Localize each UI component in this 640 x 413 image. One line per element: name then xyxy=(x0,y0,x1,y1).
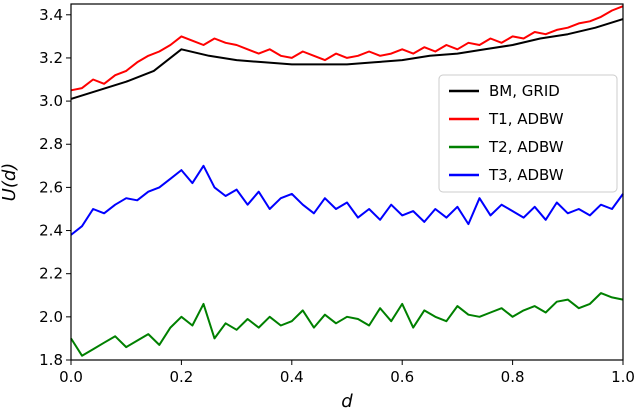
y-axis-label: U(d) xyxy=(0,163,20,202)
y-tick-label: 2.2 xyxy=(39,265,63,283)
legend-box xyxy=(438,74,618,193)
series-layer xyxy=(70,5,624,357)
legend-label: T2, ADBW xyxy=(488,138,564,156)
series-line-1 xyxy=(70,18,624,100)
x-axis-label: d xyxy=(341,391,353,412)
x-tick-label: 0.6 xyxy=(390,368,414,386)
y-tick-label: 1.8 xyxy=(39,351,63,369)
plot-frame xyxy=(70,3,624,361)
y-tick-label: 3.0 xyxy=(39,92,63,110)
y-tick-label: 3.4 xyxy=(39,6,63,24)
x-axis: 0.0 0.2 0.4 0.6 0.8 1.0 xyxy=(59,360,635,386)
y-tick-label: 2.8 xyxy=(39,135,63,153)
y-tick-label: 3.2 xyxy=(39,49,63,67)
legend-label: T3, ADBW xyxy=(488,166,564,184)
series-line-4 xyxy=(70,164,624,236)
y-axis: 1.8 2.0 2.2 2.4 2.6 2.8 3.0 3.2 3.4 xyxy=(39,6,71,369)
series-line-3 xyxy=(70,292,624,357)
x-tick-label: 1.0 xyxy=(611,368,635,386)
x-tick-label: 0.4 xyxy=(280,368,304,386)
x-tick-label: 0.2 xyxy=(169,368,193,386)
y-tick-label: 2.0 xyxy=(39,308,63,326)
legend-label: T1, ADBW xyxy=(488,110,564,128)
y-tick-label: 2.4 xyxy=(39,222,63,240)
x-tick-label: 0.0 xyxy=(59,368,83,386)
x-tick-label: 0.8 xyxy=(501,368,525,386)
legend: BM, GRID T1, ADBW T2, ADBW T3, ADBW xyxy=(438,74,618,193)
legend-label: BM, GRID xyxy=(489,82,560,100)
y-tick-label: 2.6 xyxy=(39,178,63,196)
series-line-2 xyxy=(70,5,624,92)
